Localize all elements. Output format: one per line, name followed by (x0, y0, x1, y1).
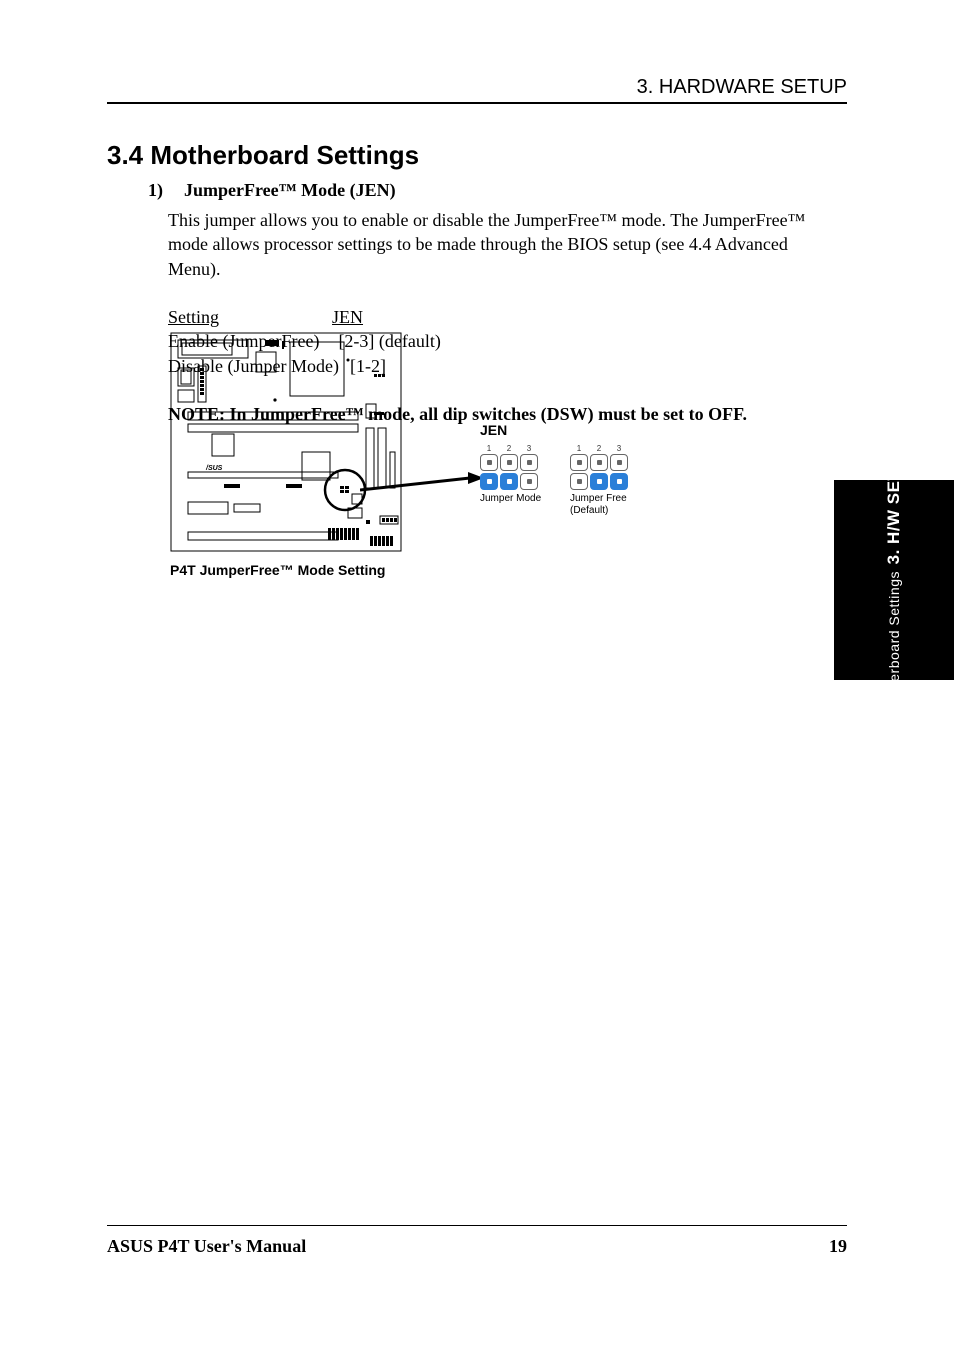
pin-label: 3 (610, 444, 628, 453)
jumper-set-a: 1 2 3 Jumper Mode (480, 444, 570, 505)
pin (610, 454, 628, 471)
pin-on (590, 473, 608, 490)
diagram-caption: P4T JumperFree™ Mode Setting (170, 562, 385, 578)
pin-on (500, 473, 518, 490)
setting-name-col: JEN (332, 307, 363, 327)
zoom-arrow-icon (360, 470, 490, 510)
pin-label: 2 (500, 444, 518, 453)
motherboard-diagram: /SUS (170, 332, 402, 554)
item-number: 1) (148, 180, 163, 200)
pin (570, 454, 588, 471)
jumper-name: Jumper Free (570, 493, 660, 504)
pin-label: 1 (480, 444, 498, 453)
jumper-diagrams: JEN 1 2 3 Jumper Mode 1 2 (480, 422, 740, 532)
bottom-divider (107, 1225, 847, 1226)
pin (570, 473, 588, 490)
pin-on (610, 473, 628, 490)
setting-col-header: Setting (168, 307, 219, 327)
item-title: 1) JumperFree™ Mode (JEN) (148, 180, 396, 201)
pin-label: 1 (570, 444, 588, 453)
side-tab-subtitle: Motherboard Settings (886, 571, 902, 715)
jumper-set-b: 1 2 3 Jumper Free (Default) (570, 444, 660, 516)
pin-label: 3 (520, 444, 538, 453)
top-divider (107, 102, 847, 104)
item-name: JumperFree™ Mode (JEN) (184, 180, 396, 200)
pin (480, 454, 498, 471)
footer-page-number: 19 (829, 1236, 847, 1257)
pin-on (480, 473, 498, 490)
pin (500, 454, 518, 471)
jumper-cap: (Default) (570, 505, 660, 516)
side-tab-title: 3. H/W SETUP (884, 445, 904, 564)
header-section: 3. HARDWARE SETUP (637, 76, 847, 99)
pin-label: 2 (590, 444, 608, 453)
jumper-name: Jumper Mode (480, 493, 570, 504)
section-title: 3.4 Motherboard Settings (107, 140, 419, 171)
jumper-top-label: JEN (480, 422, 507, 438)
pin (520, 454, 538, 471)
side-tab: 3. H/W SETUP Motherboard Settings (834, 480, 954, 680)
body-intro: This jumper allows you to enable or disa… (168, 210, 805, 279)
footer-left: ASUS P4T User's Manual (107, 1236, 306, 1257)
pin (520, 473, 538, 490)
pin (590, 454, 608, 471)
svg-text:/SUS: /SUS (205, 465, 223, 472)
